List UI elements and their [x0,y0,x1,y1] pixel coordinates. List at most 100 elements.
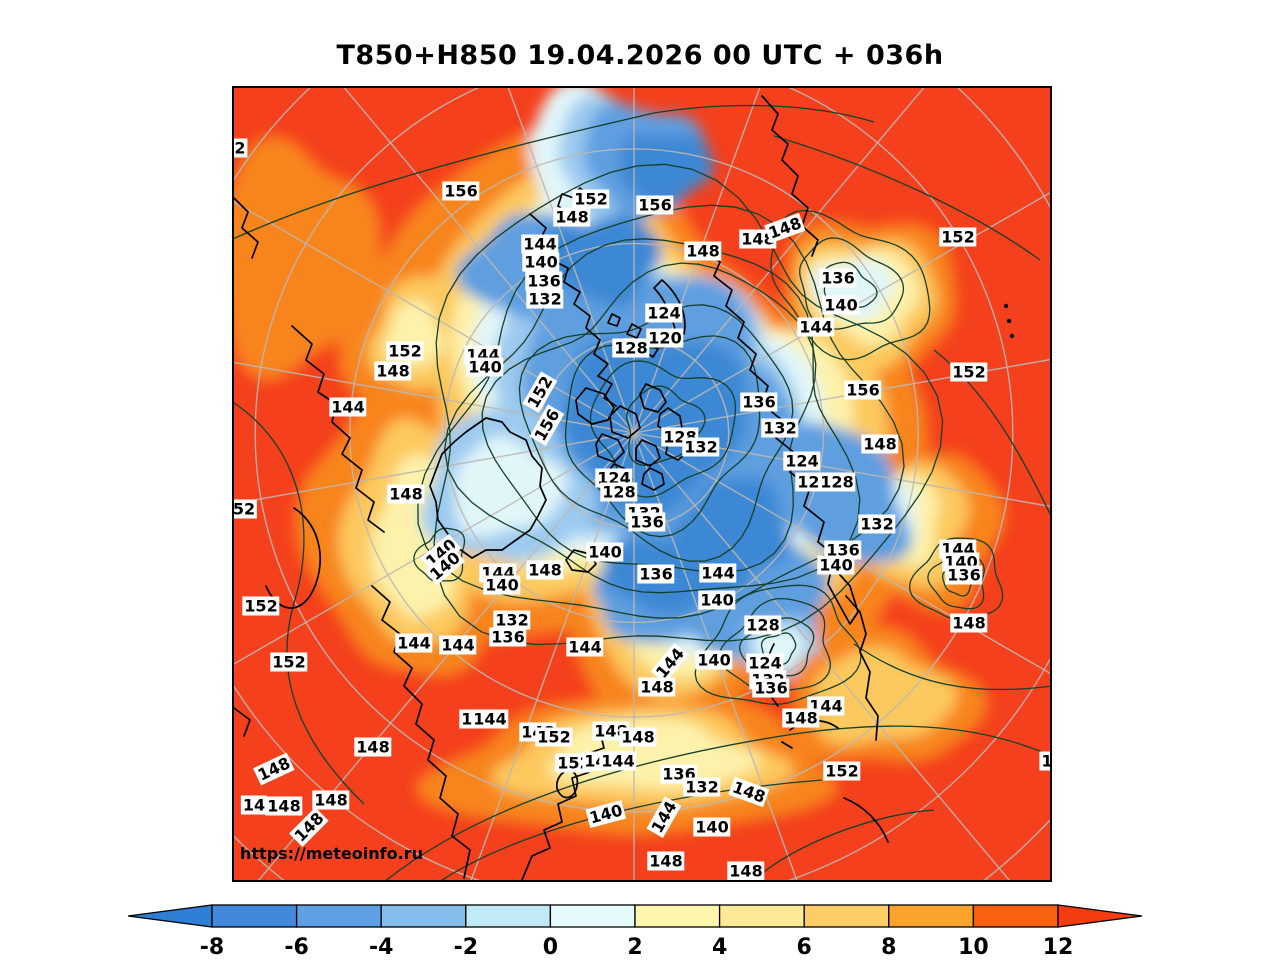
contour-label: 132 [858,514,896,534]
contour-label: 120 [646,328,684,348]
colorbar-left-arrow [128,904,213,928]
contour-label: 152 [386,341,424,361]
contour-label: 136 [489,627,527,647]
contour-label: 156 [844,380,882,400]
colorbar-segment [211,904,298,928]
meridian-line [507,88,635,434]
height-contour-ring [799,237,905,330]
colorbar-tick-label: 6 [797,935,812,960]
height-contour-ring [760,632,797,666]
height-contour-ring [518,304,794,562]
contour-label: 136 [740,392,778,412]
contour-label: 148 [553,207,591,227]
contour-label: 148 [354,737,392,757]
contour-label: 140 [695,650,733,670]
contour-label: 136 [945,565,983,585]
contour-label: 148 [684,241,722,261]
meridian-line [633,358,1050,434]
height-contours [413,163,1004,705]
colorbar-tick-label: 0 [543,935,558,960]
contour-label: 152 [270,652,308,672]
contour-label: 132 [761,418,799,438]
contour-label: 132 [683,777,721,797]
contour-label: 124 [645,303,683,323]
temperature-colorbar: -8 -6 -4 -2 0 2 4 6 8 10 12 [128,904,1143,960]
colorbar-tick-label: 12 [1043,935,1074,960]
contour-label: 132 [526,289,564,309]
contour-label: 144 [797,317,835,337]
contour-label: 128 [612,338,650,358]
contour-label: 148 [638,677,676,697]
field-blob [814,646,958,745]
height-contour-ring [738,617,815,677]
contour-label: 140 [817,555,855,575]
height-contour-ring [417,204,905,619]
contour-label: 14 [240,795,268,815]
colorbar-segment [295,904,382,928]
contour-label: 144 [329,397,367,417]
colorbar-tick-label: -6 [284,935,308,960]
contour-label: 132 [493,610,531,630]
contour-label: 148 [374,361,412,381]
colorbar-segment [888,904,975,928]
contour-label: 144 [521,234,559,254]
meridian-line [234,432,635,665]
contour-label: 140 [822,295,860,315]
contour-label: 148 [782,708,820,728]
contour-label: 148 [312,790,350,810]
meridian-line [234,432,635,505]
contour-label: 2 [234,138,248,158]
contour-label: 136 [819,268,857,288]
contour-label: 148 [861,434,899,454]
field-blob [544,214,662,307]
meridian-line [633,88,925,434]
colorbar-tick-label: 10 [958,935,989,960]
contour-label: 124 [783,451,821,471]
meridian-line [633,191,1050,434]
watermark-link[interactable]: https://meteoinfo.ru [240,844,423,863]
colorbar-tick-label: -8 [200,935,224,960]
contour-label: 156 [442,181,480,201]
contour-label: 136 [824,540,862,560]
height-contour-ring [589,360,737,498]
contour-label: 1 [1039,751,1050,771]
contour-label: 152 [950,362,988,382]
contour-label: 124 [746,653,784,673]
meridian-line [234,361,635,434]
contour-label: 144 [471,709,509,729]
contour-label: 152 [939,227,977,247]
colorbar-segment [465,904,552,928]
open-contours [234,104,1050,880]
contour-label: 144 [566,637,604,657]
contour-label: 152 [535,727,573,747]
contour-label: 148 [387,484,425,504]
contour-label: 144 [395,633,433,653]
colorbar-segment [549,904,636,928]
contour-label: 140 [586,542,624,562]
colorbar-tick-label: -2 [454,935,478,960]
contour-label: 140 [483,575,521,595]
contour-label: 152 [572,189,610,209]
contour-label: 140 [698,590,736,610]
map-frame: 2 156 156 152 148 148 148 148 152 144 140 136 132 136… [232,86,1052,882]
colorbar-segment [380,904,467,928]
contour-label: 148 [647,851,685,871]
contour-label-layer: 2 156 156 152 148 148 148 148 152 144 140 136 132 136… [234,88,1050,880]
colorbar-segment [634,904,721,928]
contour-label: 148 [526,560,564,580]
height-contour-ring [433,163,944,646]
height-contour-ring [564,335,761,538]
colorbar-right-arrow [1057,904,1143,928]
contour-label: 140 [693,817,731,837]
colorbar-segment [972,904,1059,928]
contour-label: 148 [950,613,988,633]
contour-label: 136 [637,564,675,584]
contour-label: 144 [646,796,682,838]
contour-label: 148 [727,861,765,881]
contour-label: 148 [728,776,770,808]
contour-label: 140 [466,357,504,377]
contour-label: 148 [619,727,657,747]
contour-label: 128 [744,615,782,635]
contour-label: 144 [699,563,737,583]
